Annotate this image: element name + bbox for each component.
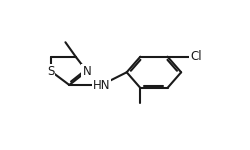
Text: Cl: Cl xyxy=(189,50,201,63)
Text: S: S xyxy=(47,65,54,78)
Text: HN: HN xyxy=(92,79,110,92)
Text: N: N xyxy=(82,65,91,78)
